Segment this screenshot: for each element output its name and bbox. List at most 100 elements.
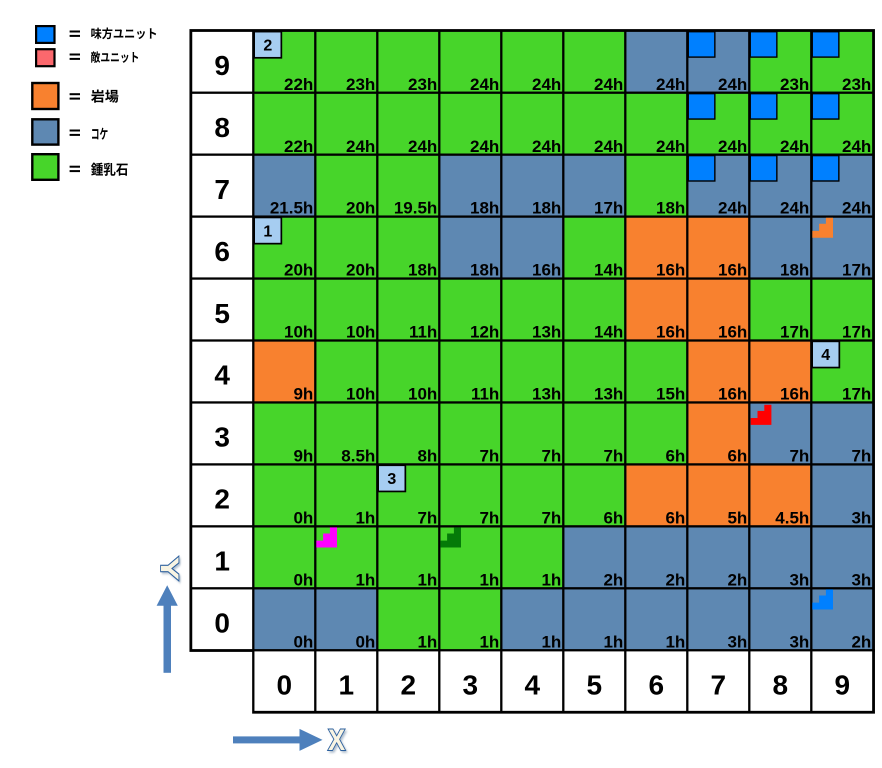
svg-text:6h: 6h: [603, 509, 623, 528]
svg-text:1h: 1h: [665, 632, 685, 651]
svg-text:7: 7: [711, 670, 727, 701]
svg-text:16h: 16h: [718, 261, 747, 280]
svg-text:4: 4: [214, 360, 230, 391]
svg-text:24h: 24h: [532, 137, 561, 156]
svg-text:7h: 7h: [789, 447, 809, 466]
svg-text:3: 3: [463, 670, 479, 701]
svg-text:1h: 1h: [479, 570, 499, 589]
svg-text:7h: 7h: [417, 509, 437, 528]
svg-text:3h: 3h: [851, 509, 871, 528]
svg-text:0h: 0h: [293, 570, 313, 589]
svg-text:17h: 17h: [780, 323, 809, 342]
svg-text:23h: 23h: [842, 75, 871, 94]
svg-text:1h: 1h: [417, 570, 437, 589]
svg-text:16h: 16h: [718, 323, 747, 342]
svg-text:10h: 10h: [346, 323, 375, 342]
svg-text:24h: 24h: [470, 75, 499, 94]
svg-text:10h: 10h: [408, 385, 437, 404]
svg-text:1h: 1h: [355, 509, 375, 528]
svg-text:23h: 23h: [780, 75, 809, 94]
svg-text:1h: 1h: [355, 570, 375, 589]
svg-text:0: 0: [277, 670, 293, 701]
svg-text:8h: 8h: [417, 447, 437, 466]
svg-text:7h: 7h: [851, 447, 871, 466]
svg-text:3: 3: [214, 422, 230, 453]
svg-text:24h: 24h: [780, 199, 809, 218]
svg-text:24h: 24h: [346, 137, 375, 156]
svg-text:6h: 6h: [727, 447, 747, 466]
svg-text:23h: 23h: [408, 75, 437, 94]
svg-text:7h: 7h: [479, 509, 499, 528]
svg-text:Y: Y: [157, 558, 185, 583]
svg-text:6h: 6h: [665, 447, 685, 466]
svg-text:17h: 17h: [842, 323, 871, 342]
svg-text:17h: 17h: [594, 199, 623, 218]
svg-text:18h: 18h: [470, 261, 499, 280]
svg-text:24h: 24h: [408, 137, 437, 156]
svg-text:1h: 1h: [541, 632, 561, 651]
svg-text:5: 5: [587, 670, 603, 701]
svg-text:8: 8: [773, 670, 789, 701]
svg-text:2: 2: [263, 38, 272, 55]
svg-text:10h: 10h: [284, 323, 313, 342]
svg-text:2h: 2h: [727, 570, 747, 589]
svg-text:X: X: [330, 725, 347, 758]
svg-text:24h: 24h: [594, 137, 623, 156]
svg-text:7: 7: [214, 174, 230, 205]
svg-text:18h: 18h: [656, 199, 685, 218]
svg-text:0h: 0h: [355, 632, 375, 651]
svg-text:3h: 3h: [727, 632, 747, 651]
svg-text:2h: 2h: [851, 632, 871, 651]
svg-text:11h: 11h: [409, 323, 437, 342]
svg-text:24h: 24h: [718, 199, 747, 218]
svg-text:6: 6: [649, 670, 665, 701]
svg-text:1: 1: [214, 546, 230, 577]
svg-text:24h: 24h: [718, 75, 747, 94]
svg-text:4.5h: 4.5h: [775, 509, 809, 528]
svg-text:21.5h: 21.5h: [270, 199, 313, 218]
svg-text:1: 1: [339, 670, 355, 701]
svg-text:7h: 7h: [541, 447, 561, 466]
svg-text:19.5h: 19.5h: [394, 199, 437, 218]
svg-text:14h: 14h: [594, 323, 623, 342]
svg-text:2h: 2h: [665, 570, 685, 589]
svg-text:20h: 20h: [346, 261, 375, 280]
svg-text:16h: 16h: [532, 261, 561, 280]
svg-text:Y: Y: [156, 556, 184, 581]
svg-text:1h: 1h: [479, 632, 499, 651]
svg-text:20h: 20h: [346, 199, 375, 218]
svg-text:9: 9: [214, 50, 230, 81]
svg-text:10h: 10h: [346, 385, 375, 404]
svg-text:24h: 24h: [656, 75, 685, 94]
svg-text:16h: 16h: [656, 261, 685, 280]
svg-text:20h: 20h: [284, 261, 313, 280]
svg-text:18h: 18h: [470, 199, 499, 218]
svg-text:5: 5: [214, 298, 230, 329]
svg-text:3: 3: [387, 471, 396, 488]
svg-text:2: 2: [214, 484, 230, 515]
svg-text:22h: 22h: [284, 75, 313, 94]
svg-text:16h: 16h: [718, 385, 747, 404]
svg-text:23h: 23h: [346, 75, 375, 94]
svg-text:15h: 15h: [656, 385, 685, 404]
svg-text:9: 9: [835, 670, 851, 701]
svg-text:24h: 24h: [532, 75, 561, 94]
svg-text:6: 6: [214, 236, 230, 267]
svg-text:8.5h: 8.5h: [341, 447, 375, 466]
svg-text:24h: 24h: [842, 137, 871, 156]
svg-text:1: 1: [263, 223, 272, 240]
svg-text:4: 4: [821, 347, 830, 364]
svg-text:16h: 16h: [656, 323, 685, 342]
svg-text:3h: 3h: [789, 570, 809, 589]
svg-text:9h: 9h: [293, 385, 313, 404]
svg-text:11h: 11h: [471, 385, 499, 404]
svg-text:14h: 14h: [594, 261, 623, 280]
svg-text:3h: 3h: [851, 570, 871, 589]
svg-text:24h: 24h: [594, 75, 623, 94]
svg-text:7h: 7h: [479, 447, 499, 466]
svg-text:24h: 24h: [656, 137, 685, 156]
svg-text:3h: 3h: [789, 632, 809, 651]
svg-text:24h: 24h: [470, 137, 499, 156]
svg-text:22h: 22h: [284, 137, 313, 156]
svg-text:24h: 24h: [842, 199, 871, 218]
